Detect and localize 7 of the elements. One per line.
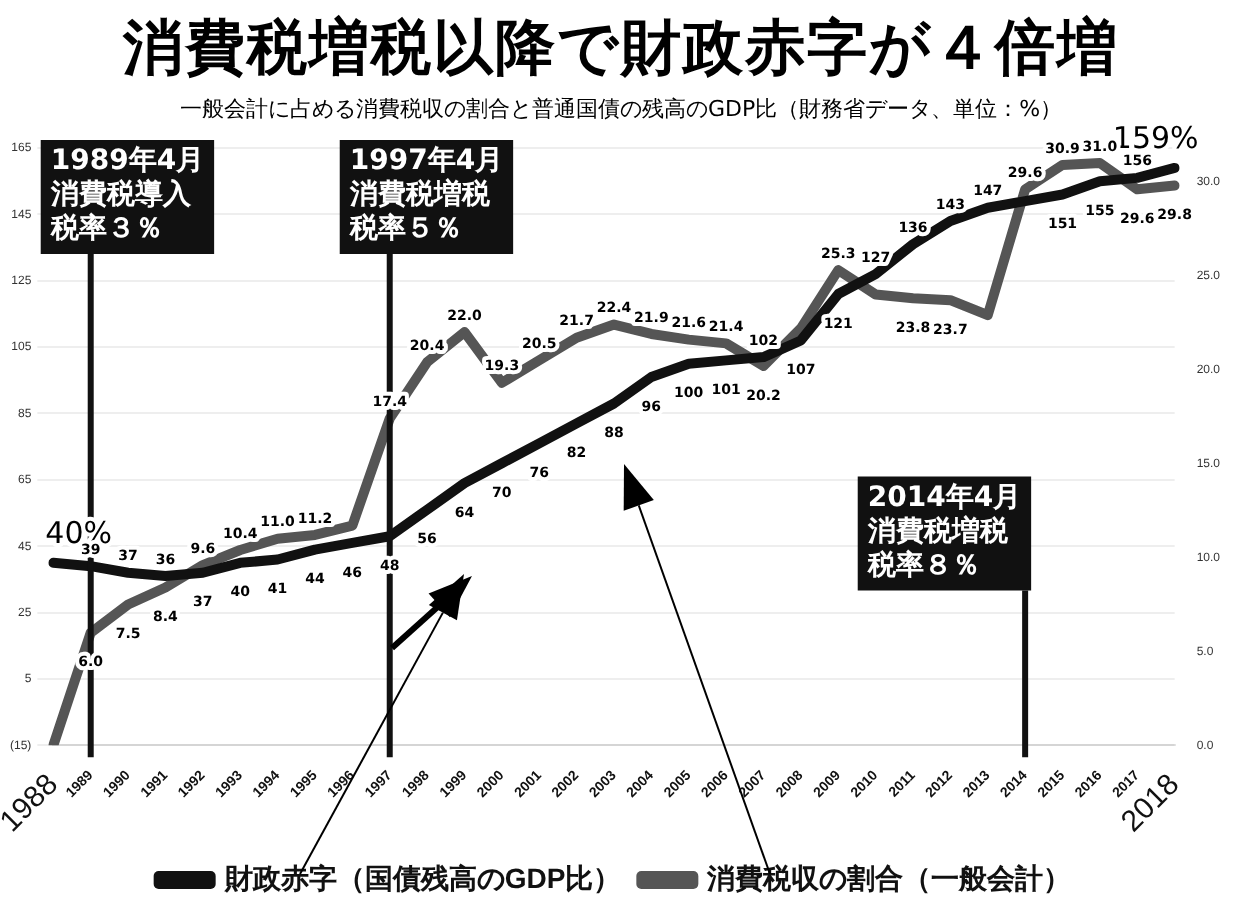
legend-label: 消費税収の割合（一般会計）	[705, 861, 1072, 894]
chart-title: 消費税増税以降で財政赤字が４倍増	[121, 12, 1121, 88]
ref-line-label: 1989年4月消費税導入税率３％	[48, 145, 205, 246]
ref-line-label: 1997年4月消費税増税税率５％	[347, 145, 504, 246]
legend-label: 財政赤字（国債残高のGDP比）	[222, 861, 622, 894]
chart-subtitle: 一般会計に占める消費税収の割合と普通国債の残高のGDP比（財務省データ、単位：%）	[179, 96, 1063, 122]
ref-line-label: 2014年4月消費税増税税率８％	[865, 481, 1022, 582]
